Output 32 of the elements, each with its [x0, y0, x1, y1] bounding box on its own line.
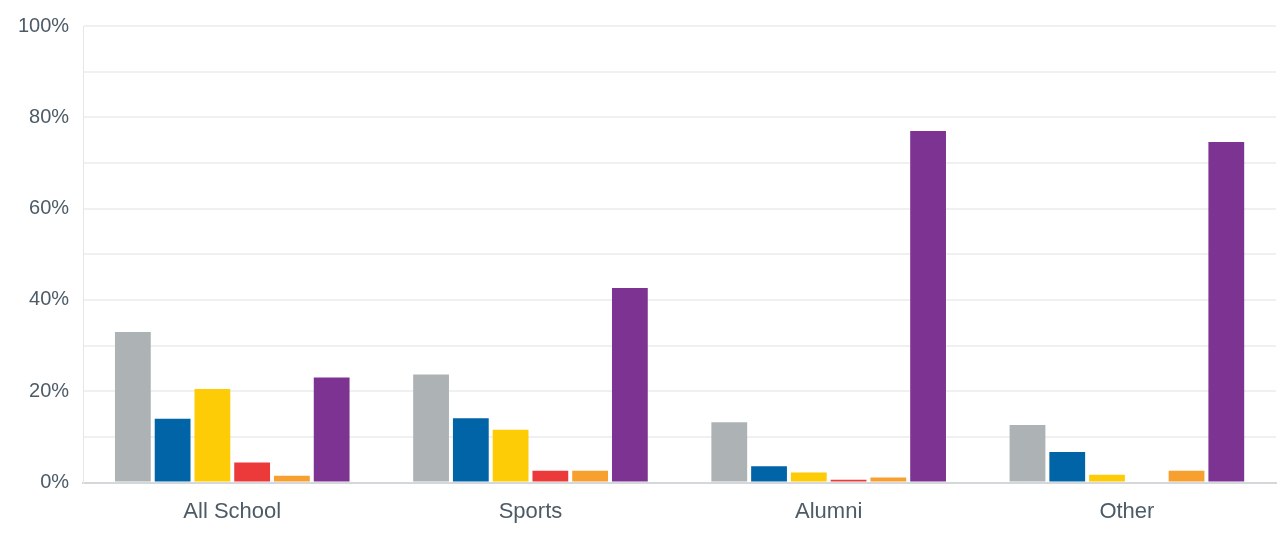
bar — [611, 288, 648, 482]
y-tick-label: 40% — [29, 287, 70, 310]
bar — [492, 429, 529, 482]
bar — [234, 462, 271, 482]
y-tick-label: 60% — [29, 196, 70, 219]
bar — [1089, 474, 1125, 482]
bar — [154, 418, 191, 482]
x-tick-label: Sports — [498, 497, 563, 523]
y-tick-label: 0% — [40, 470, 70, 493]
y-tick-label: 100% — [18, 13, 70, 36]
x-tick-label: Alumni — [795, 497, 863, 523]
bar — [1009, 425, 1046, 482]
bar — [1168, 470, 1205, 482]
bar — [1208, 141, 1245, 482]
bar — [572, 470, 609, 482]
bar — [711, 422, 748, 482]
bar — [452, 418, 489, 482]
bar — [790, 472, 827, 482]
y-tick-label: 80% — [29, 104, 70, 127]
bar — [870, 477, 907, 482]
x-tick-label: All School — [183, 497, 282, 523]
bar — [313, 377, 350, 482]
bar — [751, 466, 787, 482]
y-tick-label: 20% — [29, 378, 70, 401]
bar — [194, 389, 231, 482]
bar — [910, 131, 946, 482]
bar — [1049, 452, 1086, 482]
bar — [532, 470, 569, 482]
bar — [413, 374, 449, 482]
bar — [274, 475, 310, 482]
x-tick-label: Other — [1099, 497, 1155, 523]
bar — [114, 331, 151, 482]
